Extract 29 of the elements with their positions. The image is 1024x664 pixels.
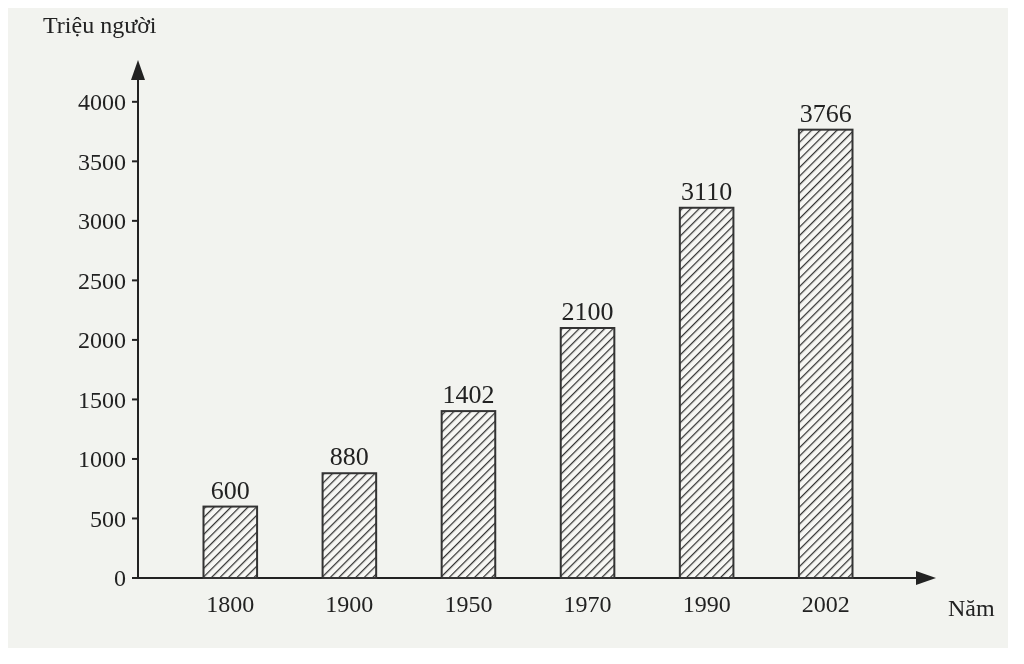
bar [440, 410, 497, 579]
y-tick-label: 2000 [78, 327, 126, 354]
x-axis-title: Năm [948, 595, 995, 621]
bar [321, 472, 378, 579]
data-label: 2100 [561, 297, 614, 326]
bar [797, 128, 854, 579]
y-tick-label: 500 [90, 505, 126, 532]
x-tick-label: 1990 [682, 591, 731, 617]
x-tick-label: 1900 [325, 591, 374, 617]
data-label: 3766 [799, 98, 852, 128]
data-label: 1402 [442, 380, 495, 410]
y-tick-label: 1500 [78, 386, 126, 413]
y-axis-title: Triệu người [43, 12, 157, 38]
data-label: 3110 [681, 176, 733, 206]
data-label: 600 [210, 475, 250, 505]
bar [678, 206, 735, 579]
y-tick-label: 3500 [78, 148, 126, 175]
y-tick-label: 1000 [78, 446, 126, 473]
x-tick-label: 1970 [563, 591, 612, 617]
y-tick-label: 4000 [78, 89, 126, 116]
bar [202, 505, 259, 579]
bar [559, 327, 616, 579]
data-label: 880 [329, 442, 369, 472]
x-tick-label: 1800 [206, 591, 255, 617]
y-tick-label: 3000 [78, 208, 126, 235]
y-tick-label: 2500 [78, 267, 126, 294]
x-tick-label: 1950 [444, 591, 493, 617]
y-tick-label: 0 [114, 565, 126, 592]
x-tick-label: 2002 [801, 591, 850, 617]
